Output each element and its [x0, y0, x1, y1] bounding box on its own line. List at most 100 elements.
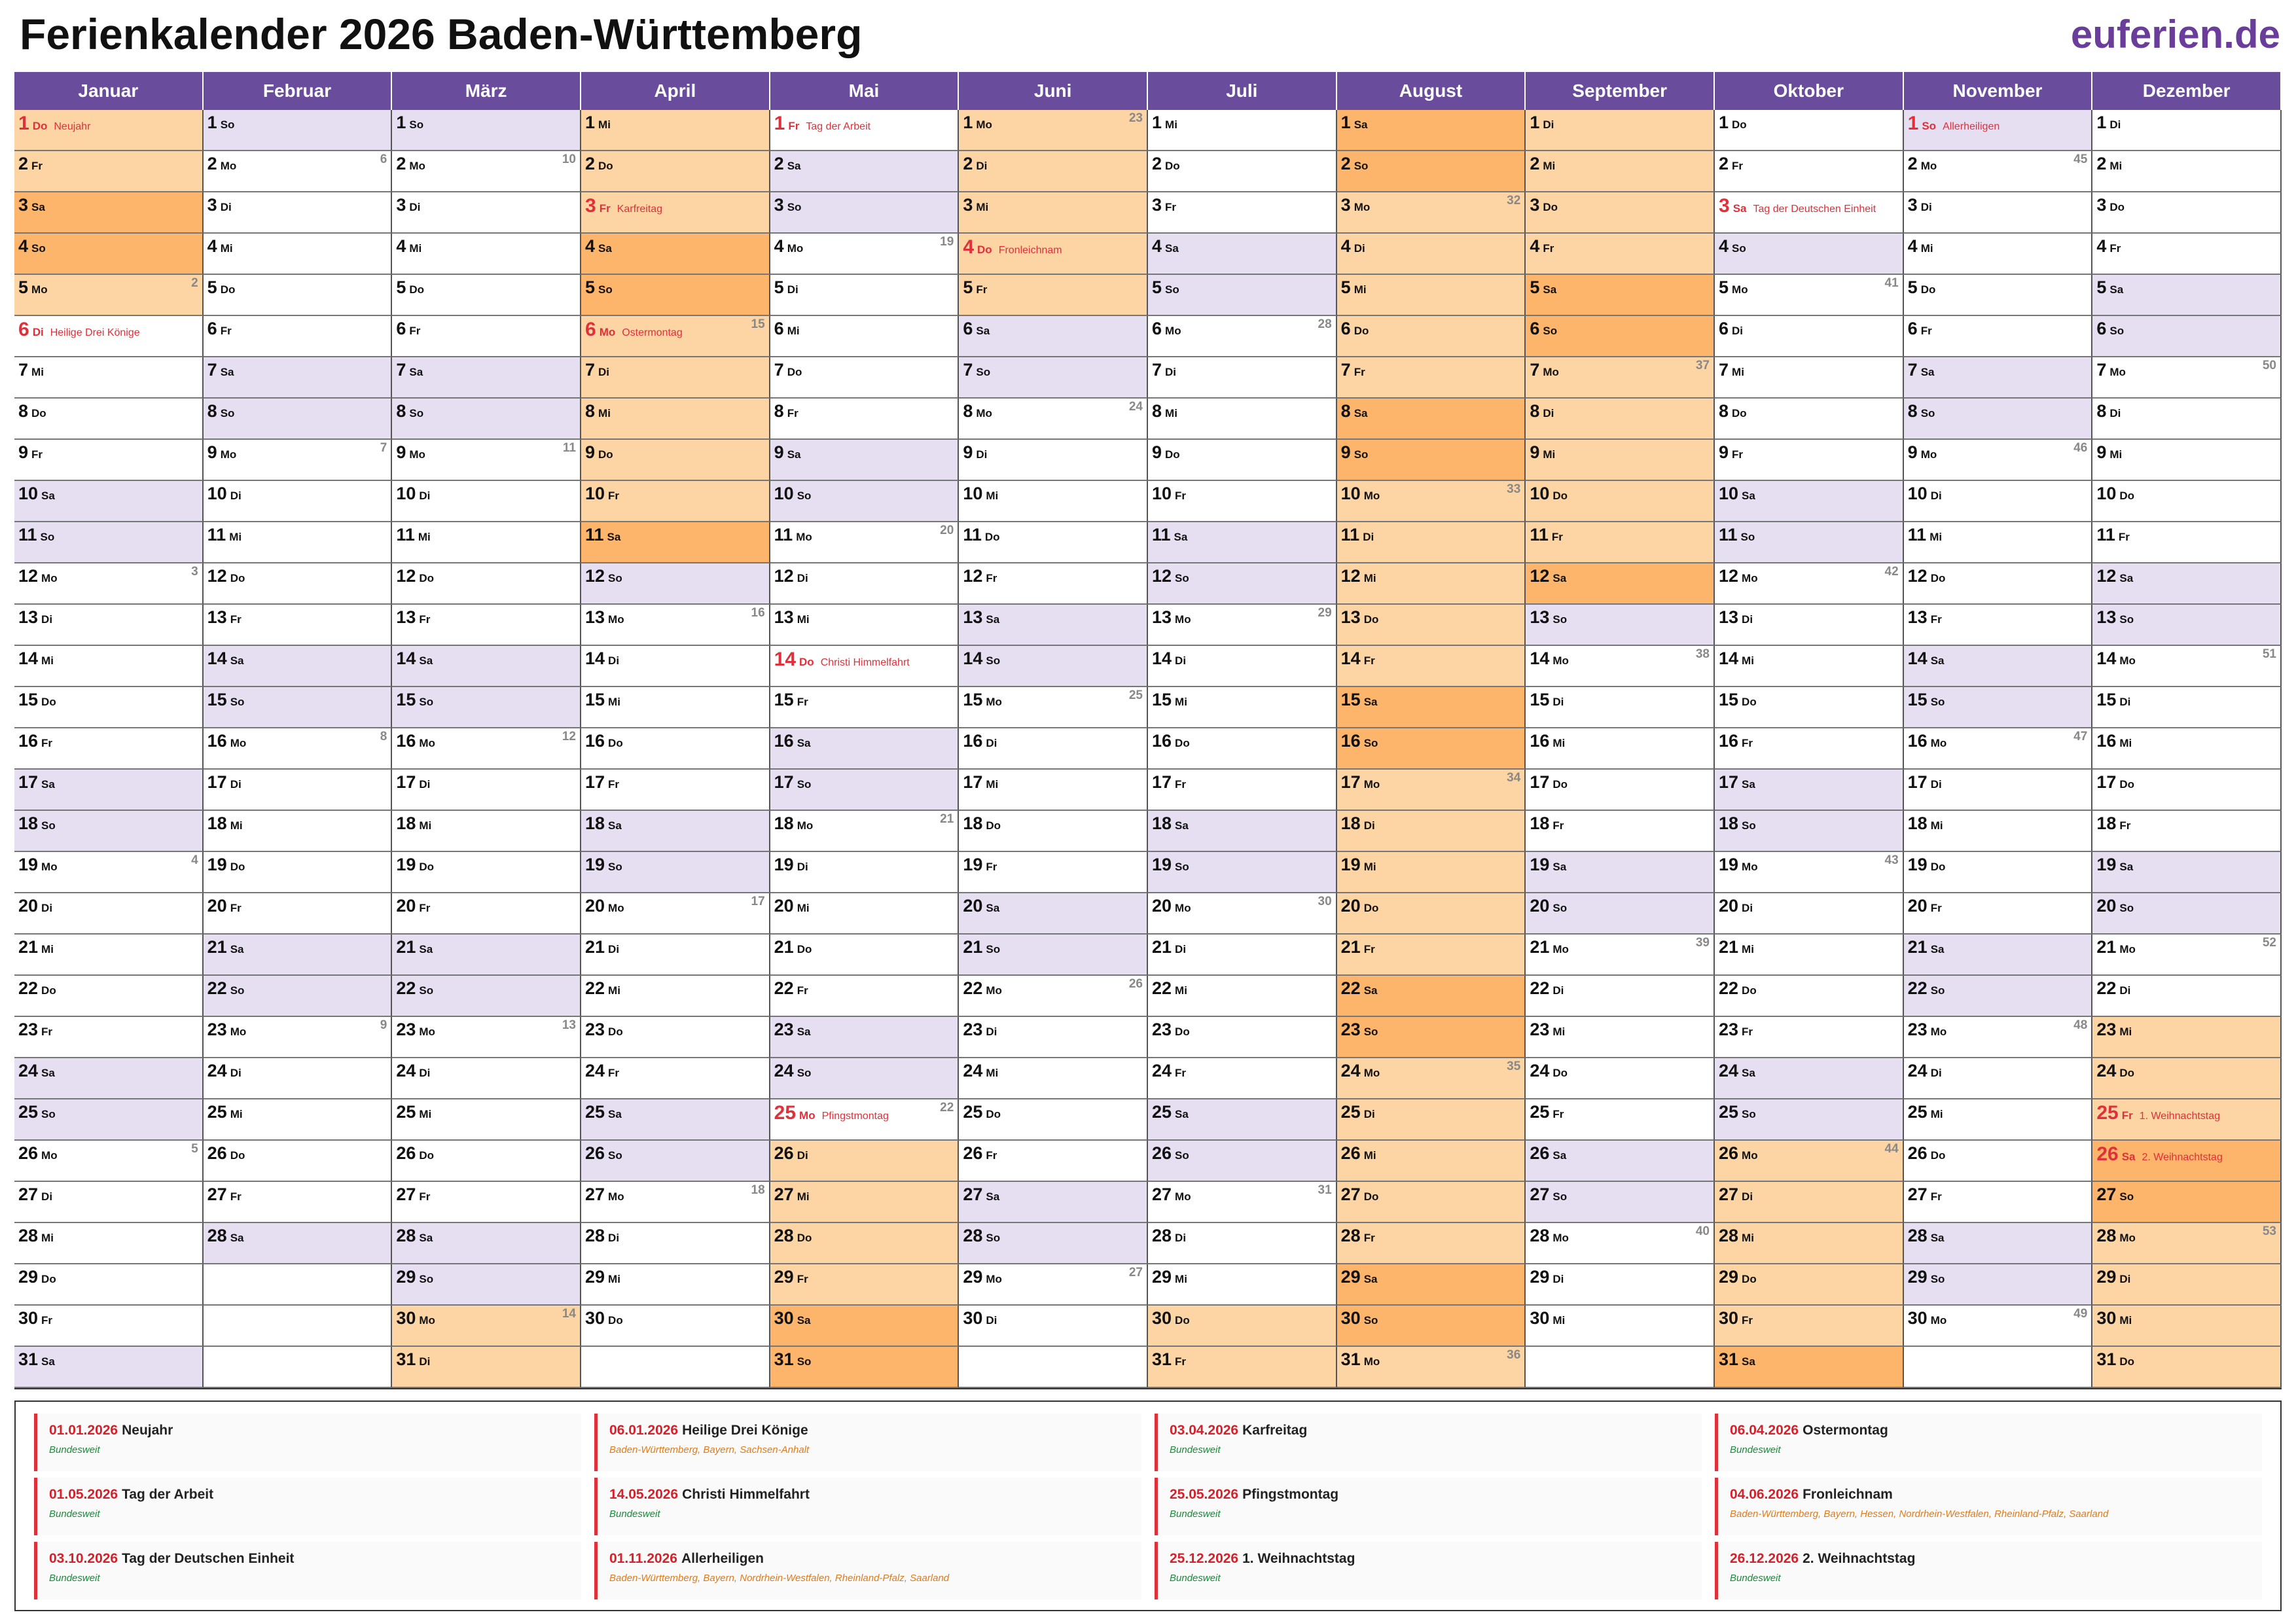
- day-cell: 10 Sa: [14, 481, 204, 522]
- weekday: Fr: [1543, 242, 1554, 255]
- day-number: 7: [1530, 360, 1540, 380]
- day-cell: 14 Sa: [203, 646, 393, 687]
- weekday: Fr: [41, 1026, 53, 1038]
- day-cell: 23 So: [1336, 1017, 1526, 1058]
- weekday: Fr: [409, 325, 421, 337]
- weekday: Mi: [220, 242, 233, 255]
- day-number: 29: [585, 1267, 605, 1287]
- day-number: 13: [1152, 607, 1172, 627]
- weekday: So: [1922, 120, 1937, 132]
- day-cell: 19 Do: [1903, 852, 2093, 893]
- day-number: 6: [774, 319, 784, 338]
- weekday: Do: [230, 572, 245, 584]
- week-number: 37: [1695, 359, 1710, 372]
- day-cell: 5 Fr: [959, 275, 1148, 316]
- day-number: 13: [2096, 607, 2117, 627]
- weekday: So: [41, 1108, 56, 1120]
- day-number: 4: [1907, 236, 1918, 256]
- day-number: 17: [2096, 772, 2117, 792]
- day-cell: 22 Sa: [1336, 976, 1526, 1017]
- weekday: So: [409, 407, 424, 419]
- day-cell: 30 Do: [1148, 1306, 1337, 1347]
- day-cell: 28 Do: [770, 1223, 960, 1264]
- day-cell: 1 Di: [2092, 110, 2282, 151]
- weekday: Sa: [1930, 654, 1945, 667]
- day-number: 21: [1340, 937, 1361, 957]
- day-cell: 26 Sa 2. Weihnachtstag: [2092, 1141, 2282, 1182]
- day-number: 17: [1907, 772, 1928, 792]
- weekday: Di: [1165, 366, 1177, 378]
- day-cell: 9 Mo 7: [203, 440, 393, 481]
- day-number: 1: [18, 113, 29, 134]
- day-cell: 22 Mi: [1148, 976, 1337, 1017]
- day-number: 21: [1530, 937, 1550, 957]
- day-cell: 14 Mi: [14, 646, 204, 687]
- weekday: So: [986, 943, 1001, 955]
- day-number: 7: [1907, 360, 1918, 380]
- day-cell: 19 Fr: [959, 852, 1148, 893]
- day-cell: 28 Sa: [1903, 1223, 2093, 1264]
- day-number: 12: [963, 566, 983, 586]
- day-number: 20: [1530, 896, 1550, 916]
- day-number: 15: [396, 690, 416, 709]
- day-cell: 28 Sa: [203, 1223, 393, 1264]
- day-number: 10: [1530, 484, 1550, 503]
- weekday: Fr: [419, 902, 431, 914]
- weekday: Mi: [608, 1273, 620, 1285]
- weekday: Fr: [2109, 242, 2121, 255]
- day-cell: 4 Mi: [1903, 234, 2093, 275]
- weekday: Do: [986, 819, 1001, 832]
- day-number: 13: [963, 607, 983, 627]
- day-cell: 30 Sa: [770, 1306, 960, 1347]
- day-number: 12: [774, 566, 794, 586]
- weekday: Mi: [1165, 118, 1177, 131]
- day-cell: 12 Sa: [2092, 563, 2282, 605]
- weekday: Do: [41, 984, 56, 997]
- day-cell: 8 Fr: [770, 399, 960, 440]
- day-cell: 15 Mi: [581, 687, 770, 728]
- day-number: 28: [1719, 1226, 1739, 1245]
- day-cell: 22 Do: [14, 976, 204, 1017]
- day-number: 30: [1530, 1308, 1550, 1328]
- holiday-scope: Bundesweit: [1170, 1508, 1221, 1520]
- week-number: 17: [751, 895, 765, 908]
- day-number: 11: [774, 525, 793, 544]
- holiday-date: 25.12.2026: [1170, 1551, 1239, 1566]
- day-cell: 16 Mo 8: [203, 728, 393, 770]
- day-cell: 29 Fr: [770, 1264, 960, 1306]
- day-number: 18: [396, 813, 416, 833]
- weekday: Do: [1363, 1190, 1379, 1203]
- holiday-date: 14.05.2026: [609, 1487, 679, 1502]
- weekday: Sa: [1920, 366, 1935, 378]
- weekday: Do: [1165, 448, 1180, 461]
- day-number: 13: [18, 607, 39, 627]
- day-cell: 23 Do: [1148, 1017, 1337, 1058]
- day-cell: 27 Mi: [770, 1182, 960, 1223]
- weekday: Di: [1175, 654, 1187, 667]
- day-cell: 9 Mi: [2092, 440, 2282, 481]
- weekday: Sa: [41, 1067, 55, 1079]
- weekday: Do: [41, 696, 56, 708]
- weekday: Do: [984, 531, 1000, 543]
- day-number: 14: [1340, 649, 1361, 668]
- day-cell: 19 Mo 43: [1715, 852, 1904, 893]
- day-number: 30: [774, 1308, 794, 1328]
- holiday-name: Neujahr: [54, 121, 91, 132]
- day-number: 30: [18, 1308, 39, 1328]
- weekday: Mi: [598, 407, 611, 419]
- day-number: 26: [1340, 1143, 1361, 1163]
- day-cell: 16 Mi: [2092, 728, 2282, 770]
- day-cell: 19 Mo 4: [14, 852, 204, 893]
- day-number: 27: [963, 1185, 983, 1204]
- day-cell: 23 Mo 48: [1903, 1017, 2093, 1058]
- weekday: So: [2119, 613, 2134, 626]
- day-cell: 6 Di Heilige Drei Könige: [14, 316, 204, 357]
- day-cell: 8 Mo 24: [959, 399, 1148, 440]
- day-number: 16: [396, 731, 416, 751]
- day-cell: 18 So: [14, 811, 204, 852]
- day-number: 26: [207, 1143, 227, 1163]
- day-number: 14: [774, 649, 797, 670]
- day-number: 22: [1340, 978, 1361, 998]
- day-cell: 9 Di: [959, 440, 1148, 481]
- weekday: Sa: [797, 1314, 811, 1327]
